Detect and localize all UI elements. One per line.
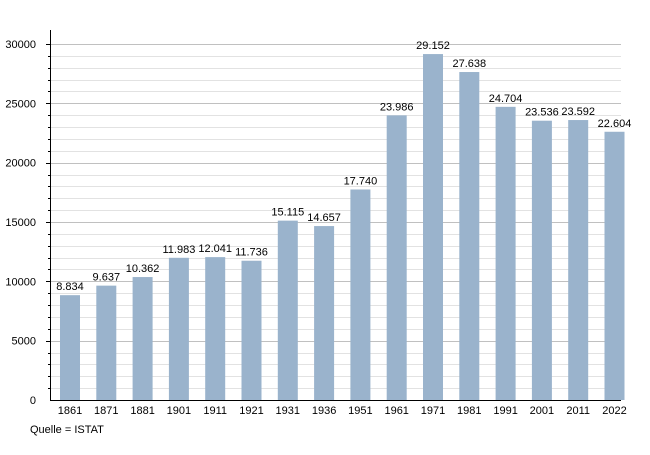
x-tick-label: 1881 <box>130 405 154 417</box>
y-tick-label: 15000 <box>5 217 36 229</box>
bar <box>459 72 480 401</box>
data-label: 22.604 <box>598 118 632 130</box>
data-label: 29.152 <box>416 40 450 52</box>
x-tick-label: 1911 <box>203 405 227 417</box>
data-label: 27.638 <box>452 58 486 70</box>
x-tick-label: 1961 <box>384 405 408 417</box>
bar <box>241 260 262 400</box>
y-tick-label: 25000 <box>5 98 36 110</box>
bar <box>132 277 153 400</box>
source-note: Quelle = ISTAT <box>30 424 104 436</box>
data-label: 11.736 <box>235 247 268 259</box>
bar <box>314 226 335 400</box>
y-tick-label: 0 <box>30 395 36 407</box>
x-tick-label: 1936 <box>312 405 336 417</box>
bar <box>277 220 298 400</box>
x-tick-label: 1991 <box>493 405 517 417</box>
data-label: 15.115 <box>271 207 304 219</box>
bar <box>423 54 443 401</box>
data-label: 10.362 <box>126 263 160 275</box>
data-label: 8.834 <box>56 281 84 293</box>
bar <box>205 257 226 400</box>
x-tick-label: 2022 <box>602 405 626 417</box>
data-label: 12.041 <box>198 243 232 255</box>
x-tick-label: 1921 <box>239 405 263 417</box>
bar <box>604 131 625 400</box>
y-tick-label: 30000 <box>5 39 36 51</box>
bar <box>350 189 371 400</box>
x-tick-label: 1971 <box>421 405 445 417</box>
data-label: 24.704 <box>489 93 523 105</box>
y-tick-label: 5000 <box>12 336 36 348</box>
x-tick-label: 1871 <box>94 405 118 417</box>
data-label: 23.536 <box>525 107 559 119</box>
x-tick-label: 1981 <box>457 405 481 417</box>
y-tick-label: 20000 <box>5 158 36 170</box>
x-tick-label: 1861 <box>58 405 82 417</box>
axis-layer <box>46 30 621 401</box>
x-tick-label: 1931 <box>276 405 300 417</box>
bar <box>495 106 516 401</box>
data-label: 23.986 <box>380 101 414 113</box>
bar-layer <box>60 54 625 401</box>
label-layer: 8.834 1861 9.637 1871 10.362 1881 11.983 1901 12… <box>5 39 631 417</box>
bar <box>531 120 552 401</box>
data-label: 17.740 <box>344 175 378 187</box>
y-tick-label: 10000 <box>5 276 36 288</box>
data-label: 9.637 <box>93 272 121 284</box>
x-tick-label: 1951 <box>348 405 372 417</box>
data-label: 23.592 <box>561 106 595 118</box>
data-label: 11.983 <box>162 244 195 256</box>
x-tick-label: 2001 <box>530 405 554 417</box>
bar <box>60 295 80 400</box>
bar <box>568 120 589 401</box>
x-tick-label: 1901 <box>167 405 191 417</box>
bar <box>386 115 407 400</box>
bar <box>96 285 117 400</box>
x-tick-label: 2011 <box>566 405 590 417</box>
data-label: 14.657 <box>307 212 341 224</box>
bar <box>168 257 189 400</box>
